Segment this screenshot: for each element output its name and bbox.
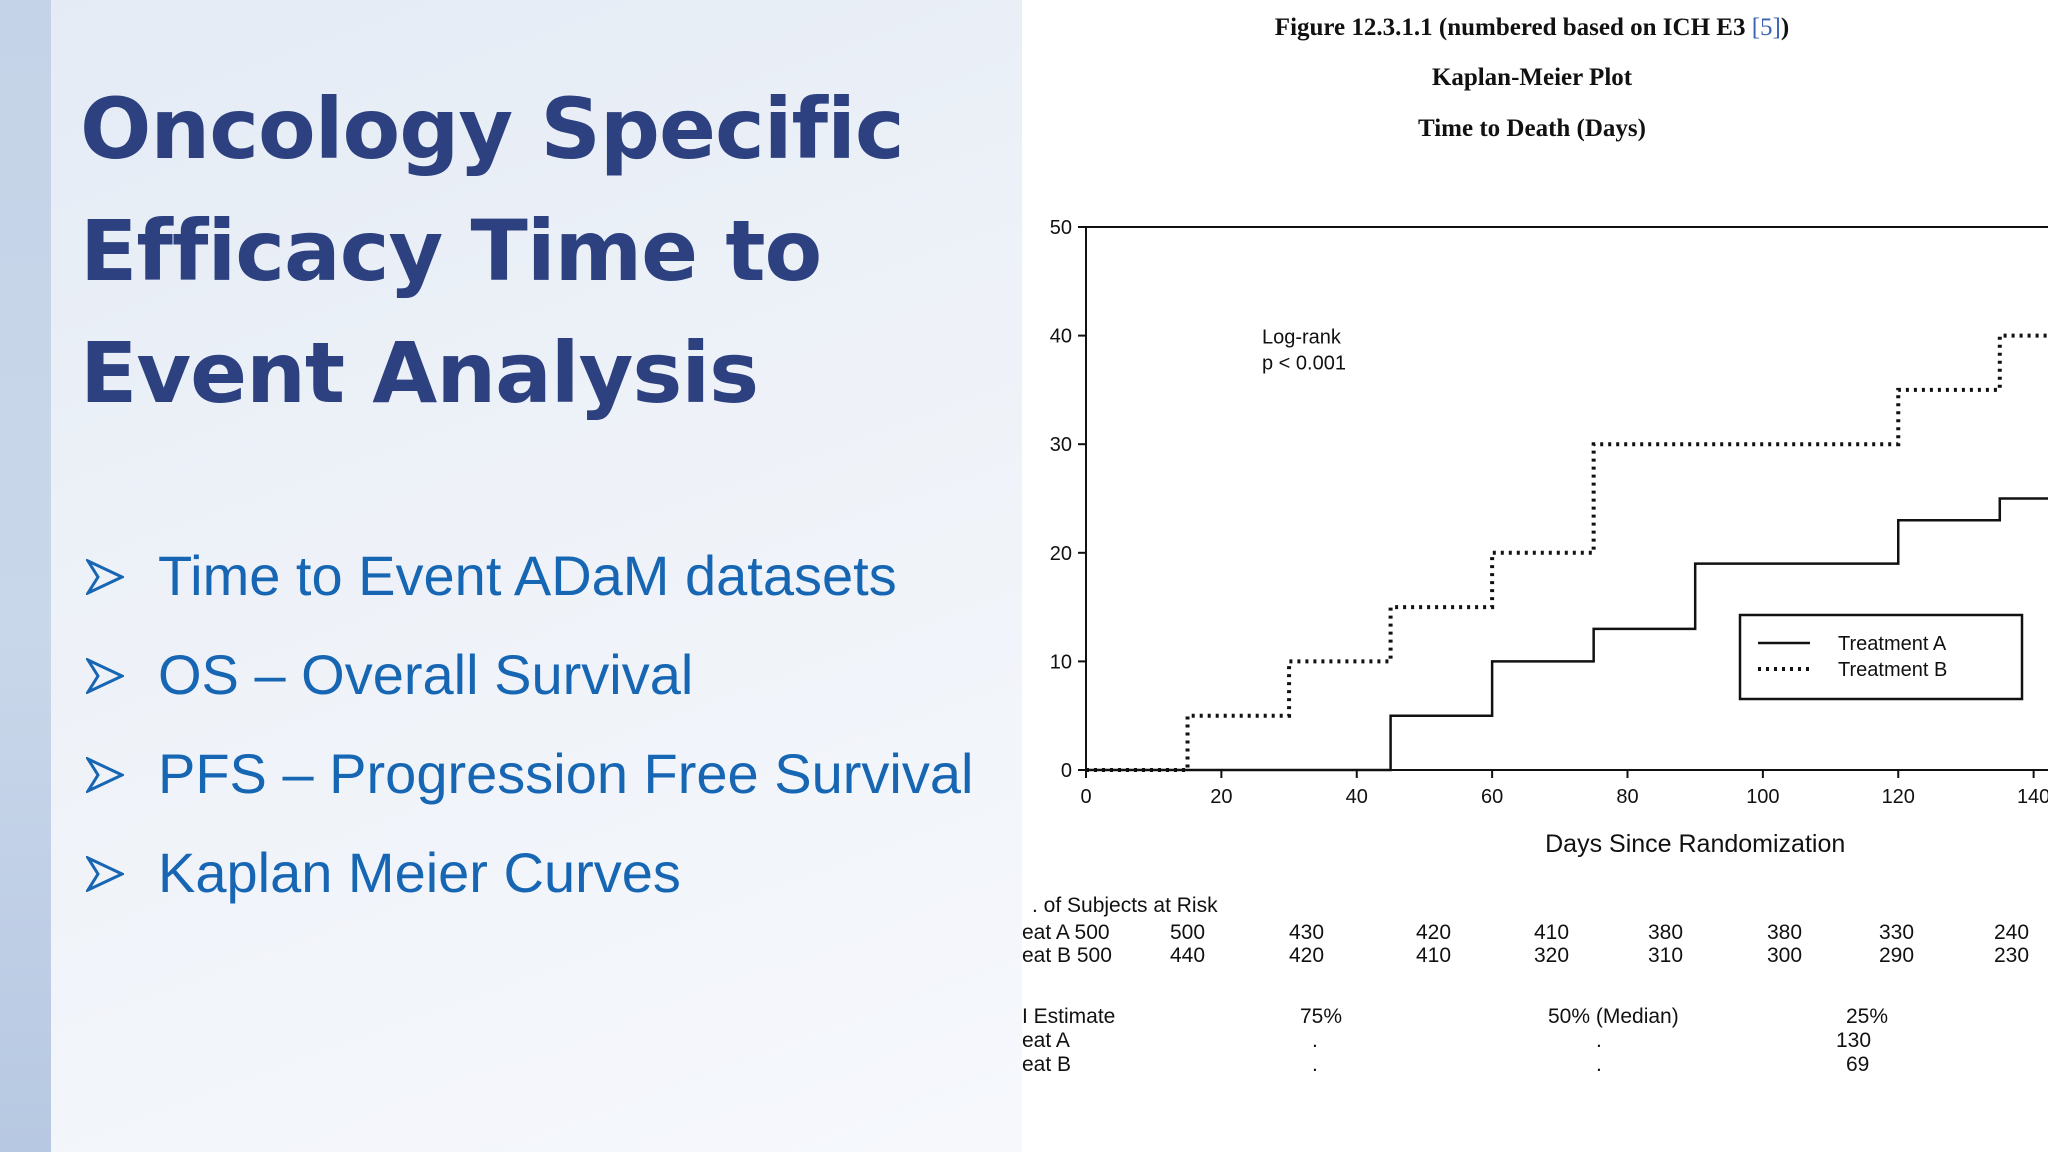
km-estimate-row-label: eat B xyxy=(1022,1053,1072,1076)
km-estimate-value: . xyxy=(1596,1029,1602,1052)
x-tick-label: 120 xyxy=(1882,786,1915,808)
bullet-text: OS – Overall Survival xyxy=(158,643,694,706)
bullet-item: Time to Event ADaM datasets xyxy=(80,540,1010,612)
km-plot: 01020304050020406080100120140160Days Sin… xyxy=(1050,217,2048,858)
risk-value: 420 xyxy=(1289,944,1325,967)
y-tick-label: 50 xyxy=(1050,217,1072,239)
x-tick-label: 80 xyxy=(1616,786,1638,808)
risk-value: 380 xyxy=(1648,921,1684,944)
y-tick-label: 40 xyxy=(1050,326,1072,348)
risk-value: 380 xyxy=(1767,921,1803,944)
risk-value: 410 xyxy=(1416,944,1452,967)
risk-value: 300 xyxy=(1767,944,1803,967)
slide-title: Oncology Specific Efficacy Time to Event… xyxy=(80,80,905,422)
risk-value: 240 xyxy=(1994,921,2030,944)
arrow-bullet-icon xyxy=(86,658,124,694)
figure-title: Kaplan-Meier Plot xyxy=(1431,64,1633,91)
km-estimate-row-label: eat A xyxy=(1022,1029,1070,1052)
risk-value: 420 xyxy=(1416,921,1452,944)
legend-box xyxy=(1738,613,2024,701)
x-tick-label: 20 xyxy=(1210,786,1232,808)
slide-edge-strip xyxy=(0,0,51,1152)
km-estimate-column: 25% xyxy=(1846,1005,1889,1028)
figure-subtitle: Time to Death (Days) xyxy=(1418,115,1646,142)
km-figure-panel: Figure 12.3.1.1 (numbered based on ICH E… xyxy=(1022,0,2048,1152)
km-estimate-column: 50% (Median) xyxy=(1548,1005,1679,1028)
km-estimate-header: I Estimate 75% 50% (Median) 25% xyxy=(1022,1005,2048,1029)
km-estimate-value: 130 xyxy=(1836,1029,1872,1052)
risk-row-b: eat B 500 440 420 410 320 310 300 290 23… xyxy=(1022,944,2048,968)
risk-value: 290 xyxy=(1879,944,1915,967)
km-estimate-value: . xyxy=(1312,1053,1318,1076)
figure-caption: Figure 12.3.1.1 (numbered based on ICH E… xyxy=(1222,14,1842,42)
bullet-item: PFS – Progression Free Survival xyxy=(80,738,1010,810)
risk-row-label: eat A 500 xyxy=(1022,921,1110,944)
y-tick-label: 0 xyxy=(1061,760,1072,782)
logrank-annotation: p < 0.001 xyxy=(1262,353,1346,375)
arrow-bullet-icon xyxy=(86,757,124,793)
series-treatment-b-line xyxy=(1086,279,2048,772)
risk-value: 500 xyxy=(1170,921,1206,944)
risk-value: 410 xyxy=(1534,921,1570,944)
bullet-text: Kaplan Meier Curves xyxy=(158,841,681,904)
km-estimate-title: I Estimate xyxy=(1022,1005,1116,1028)
figure-caption-reference: [5] xyxy=(1751,14,1781,41)
bullet-text: PFS – Progression Free Survival xyxy=(158,742,974,805)
x-tick-label: 40 xyxy=(1346,786,1368,808)
arrow-bullet-icon xyxy=(86,559,124,595)
risk-row-a: eat A 500 500 430 420 410 380 380 330 24… xyxy=(1022,921,2048,945)
km-estimate-row-a: eat A . . 130 xyxy=(1022,1029,2048,1053)
km-estimate-row-b: eat B . . 69 xyxy=(1022,1053,2048,1077)
figure-caption-end: ) xyxy=(1780,14,1790,41)
bullet-list: Time to Event ADaM datasets OS – Overall… xyxy=(80,540,1010,936)
risk-value: 440 xyxy=(1170,944,1206,967)
x-tick-label: 0 xyxy=(1080,786,1091,808)
legend-label: Treatment A xyxy=(1838,633,1947,655)
logrank-annotation: Log-rank xyxy=(1262,327,1342,349)
risk-header-text: . of Subjects at Risk xyxy=(1032,894,1218,917)
bullet-item: OS – Overall Survival xyxy=(80,639,1010,711)
arrow-bullet-icon xyxy=(86,856,124,892)
x-axis-label: Days Since Randomization xyxy=(1545,830,1845,858)
risk-row-label: eat B 500 xyxy=(1022,944,1112,967)
risk-value: 230 xyxy=(1994,944,2030,967)
y-tick-label: 10 xyxy=(1050,651,1072,673)
series-treatment-a-line xyxy=(1086,334,2048,772)
x-tick-label: 140 xyxy=(2017,786,2048,808)
y-tick-label: 20 xyxy=(1050,543,1072,565)
bullet-item: Kaplan Meier Curves xyxy=(80,837,1010,909)
figure-caption-text: Figure 12.3.1.1 (numbered based on ICH E… xyxy=(1274,14,1752,41)
km-estimate-column: 75% xyxy=(1300,1005,1343,1028)
risk-value: 310 xyxy=(1648,944,1684,967)
x-tick-label: 100 xyxy=(1746,786,1779,808)
risk-value: 320 xyxy=(1534,944,1570,967)
km-estimate-value: . xyxy=(1312,1029,1318,1052)
risk-value: 330 xyxy=(1879,921,1915,944)
bullet-text: Time to Event ADaM datasets xyxy=(158,544,897,607)
km-estimate-value: . xyxy=(1596,1053,1602,1076)
x-tick-label: 60 xyxy=(1481,786,1503,808)
km-estimate-value: 69 xyxy=(1846,1053,1870,1076)
slide-text-panel: Oncology Specific Efficacy Time to Event… xyxy=(0,0,1022,1152)
y-tick-label: 30 xyxy=(1050,434,1072,456)
risk-value: 430 xyxy=(1289,921,1325,944)
legend-label: Treatment B xyxy=(1838,659,1947,681)
